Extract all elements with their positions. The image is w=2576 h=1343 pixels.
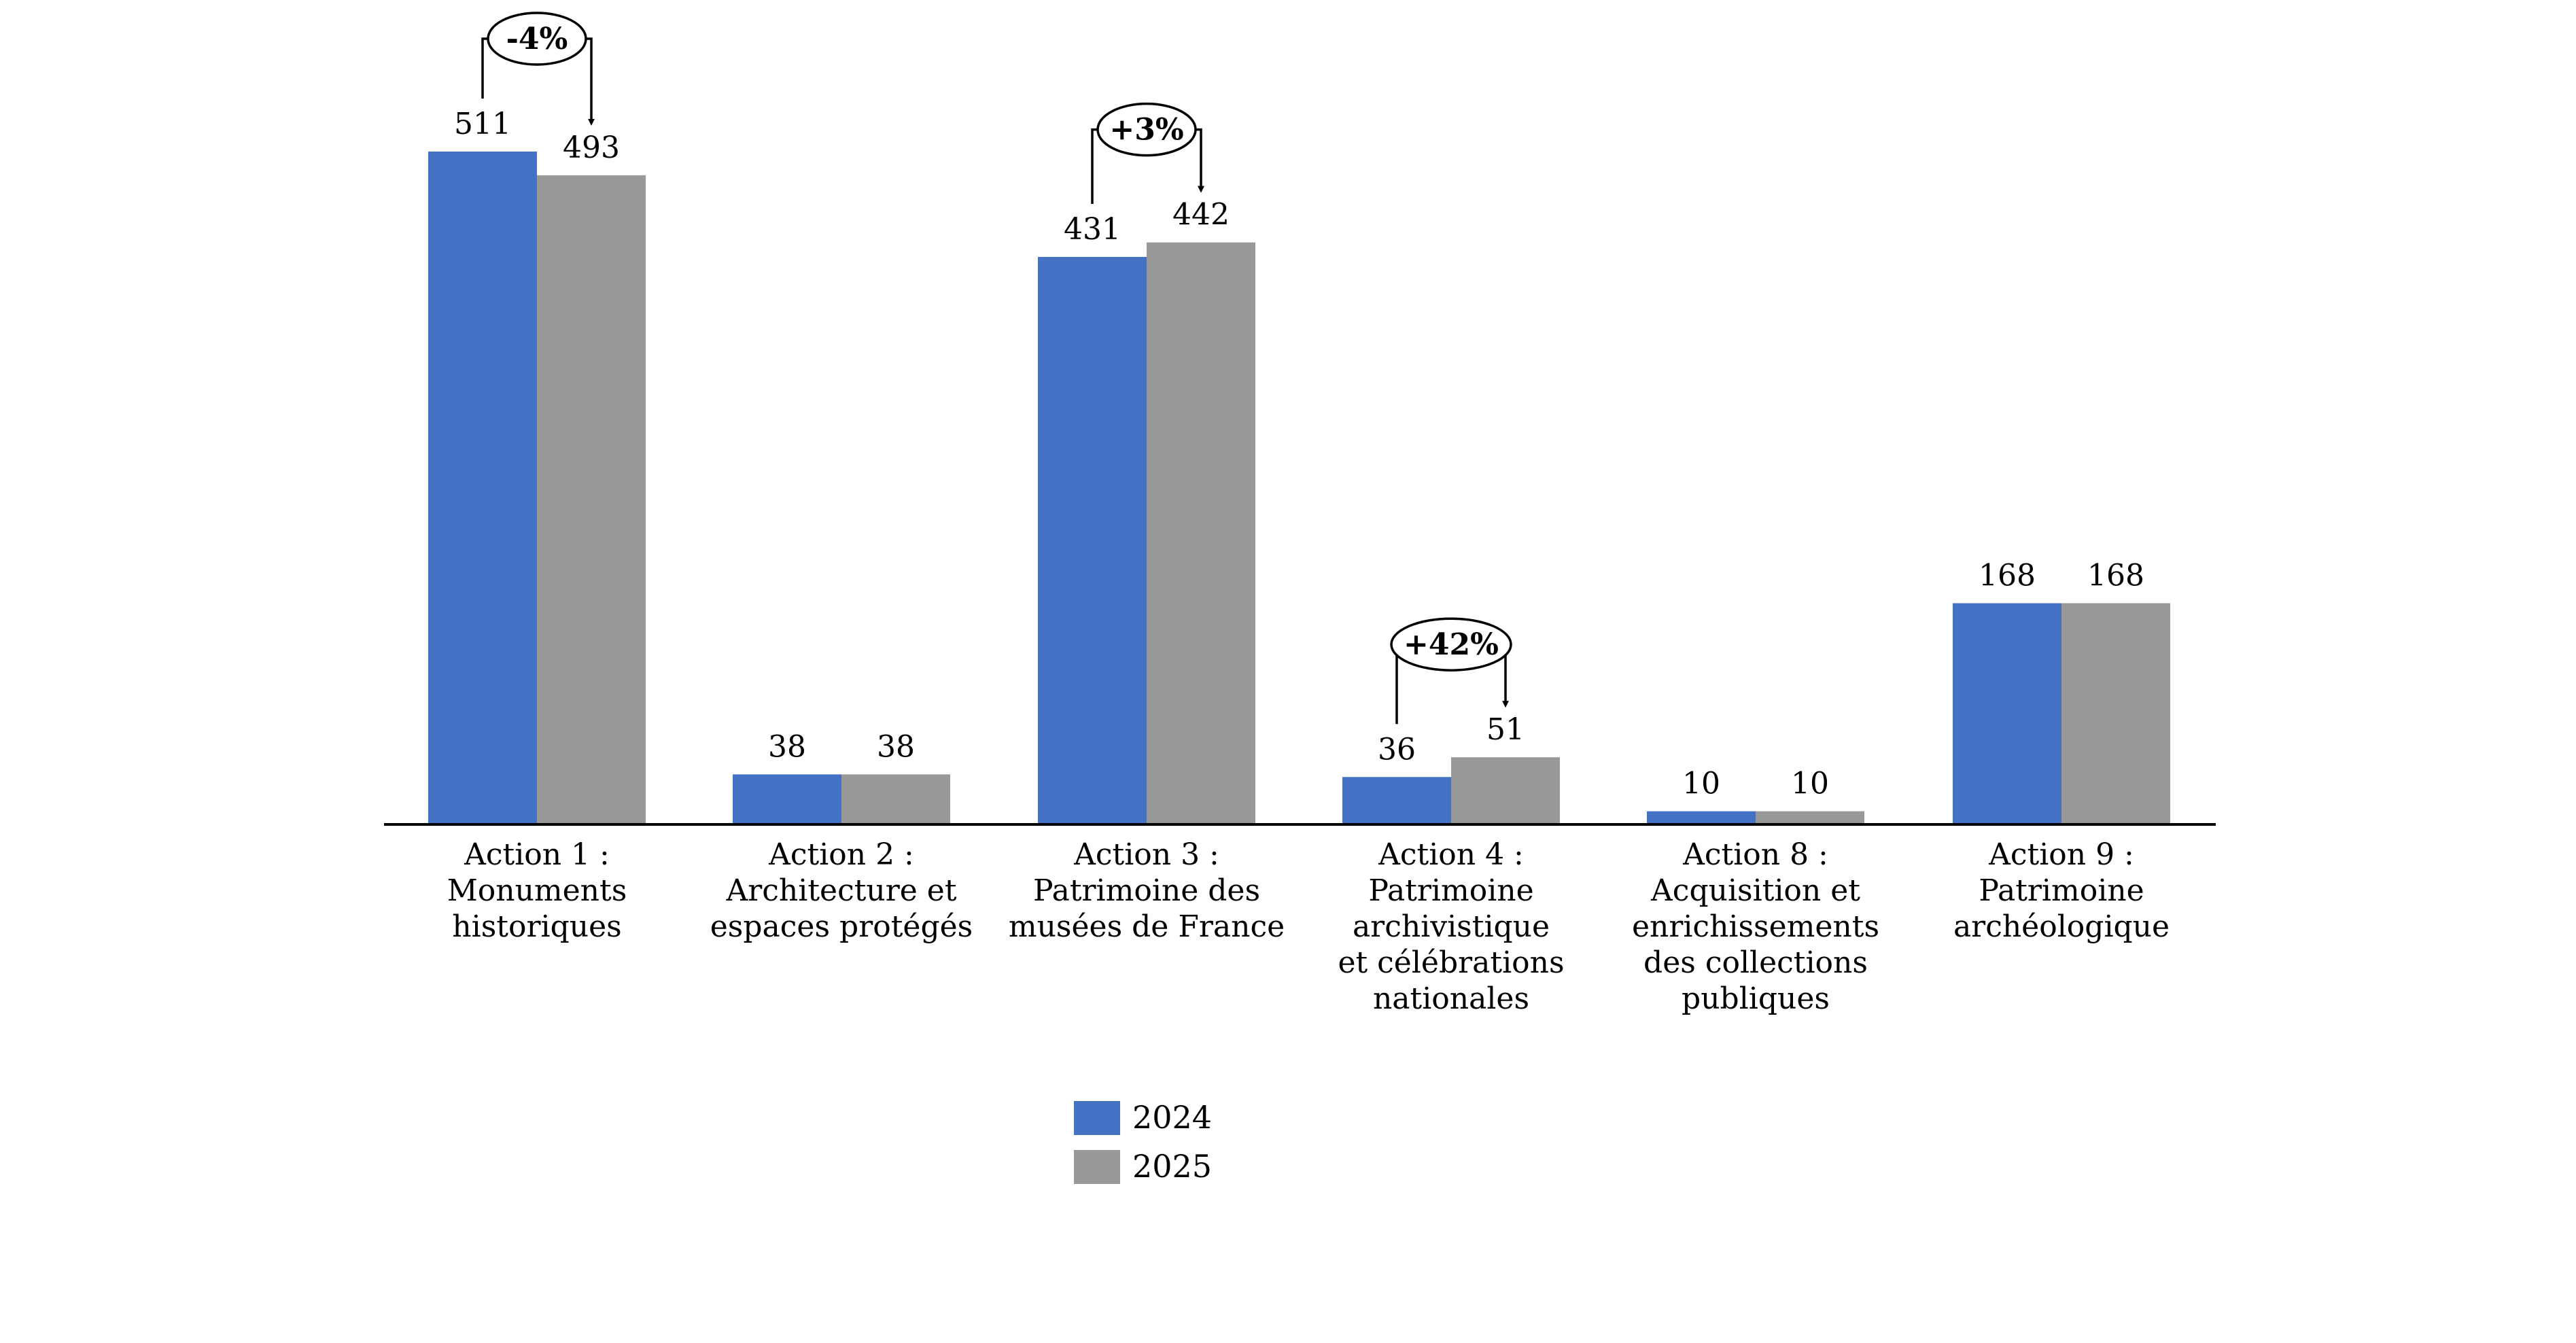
change-label-cat-4: +42% bbox=[1404, 627, 1499, 662]
change-label-cat-3: +3% bbox=[1109, 113, 1183, 147]
category-label-3-line-3: musées de France bbox=[1009, 909, 1285, 944]
bar-2024-cat-4 bbox=[1342, 777, 1451, 824]
data-label-2025-cat-1: 493 bbox=[563, 130, 620, 165]
data-label-2024-cat-5: 10 bbox=[1682, 767, 1720, 801]
category-label-5-line-3: enrichissements bbox=[1632, 909, 1879, 944]
legend-swatch-2025 bbox=[1074, 1150, 1120, 1184]
category-label-1-line-1: Action 1 : bbox=[464, 837, 610, 872]
data-label-2025-cat-3: 442 bbox=[1172, 198, 1230, 232]
category-label-6-line-3: archéologique bbox=[1953, 909, 2170, 944]
bar-2024-cat-5 bbox=[1647, 811, 1756, 824]
bar-2024-cat-2 bbox=[733, 774, 841, 824]
change-badge-cat-4 bbox=[1390, 617, 1512, 672]
bar-2025-cat-3 bbox=[1147, 242, 1255, 824]
bar-2025-cat-4 bbox=[1451, 757, 1560, 824]
category-label-5-line-1: Action 8 : bbox=[1682, 837, 1828, 872]
data-label-2025-cat-4: 51 bbox=[1486, 712, 1525, 747]
category-label-2-line-3: espaces protégés bbox=[710, 909, 973, 944]
bar-2025-cat-6 bbox=[2061, 603, 2170, 824]
category-label-4-line-5: nationales bbox=[1373, 981, 1529, 1016]
change-label-cat-1: -4% bbox=[506, 22, 568, 56]
category-label-5-line-5: publiques bbox=[1682, 981, 1830, 1016]
category-label-3-line-1: Action 3 : bbox=[1073, 837, 1219, 872]
data-label-2024-cat-2: 38 bbox=[768, 729, 806, 764]
category-label-1-line-3: historiques bbox=[452, 909, 621, 944]
change-badge-cat-3 bbox=[1096, 102, 1197, 157]
category-label-6-line-2: Patrimoine bbox=[1979, 873, 2144, 908]
bar-2024-cat-6 bbox=[1953, 603, 2061, 824]
bar-2025-cat-1 bbox=[537, 175, 646, 824]
category-label-1-line-2: Monuments bbox=[447, 873, 627, 908]
data-label-2024-cat-4: 36 bbox=[1378, 732, 1416, 767]
category-label-4-line-1: Action 4 : bbox=[1378, 837, 1524, 872]
category-label-2-line-1: Action 2 : bbox=[768, 837, 914, 872]
data-label-2025-cat-6: 168 bbox=[2087, 559, 2144, 593]
category-label-2-line-2: Architecture et bbox=[725, 873, 956, 908]
data-label-2025-cat-5: 10 bbox=[1791, 767, 1829, 801]
bar-2024-cat-1 bbox=[428, 152, 537, 824]
bar-2024-cat-3 bbox=[1038, 256, 1147, 824]
data-label-2024-cat-1: 511 bbox=[454, 107, 511, 141]
bar-2025-cat-5 bbox=[1756, 811, 1864, 824]
bar-2025-cat-2 bbox=[841, 774, 950, 824]
category-label-5-line-4: des collections bbox=[1643, 945, 1868, 980]
legend-label-2024: 2024 bbox=[1132, 1099, 1212, 1136]
category-label-3-line-2: Patrimoine des bbox=[1033, 873, 1260, 908]
category-label-6-line-1: Action 9 : bbox=[1988, 837, 2134, 872]
category-label-5-line-2: Acquisition et bbox=[1650, 873, 1860, 908]
change-badge-cat-1 bbox=[487, 12, 587, 66]
category-label-4-line-4: et célébrations bbox=[1338, 945, 1564, 980]
legend-label-2025: 2025 bbox=[1132, 1148, 1212, 1185]
data-label-2024-cat-6: 168 bbox=[1979, 559, 2036, 593]
legend-swatch-2024 bbox=[1074, 1101, 1120, 1135]
category-label-4-line-3: archivistique bbox=[1353, 909, 1550, 944]
data-label-2025-cat-2: 38 bbox=[877, 729, 915, 764]
category-label-4-line-2: Patrimoine bbox=[1368, 873, 1533, 908]
data-label-2024-cat-3: 431 bbox=[1064, 212, 1121, 247]
